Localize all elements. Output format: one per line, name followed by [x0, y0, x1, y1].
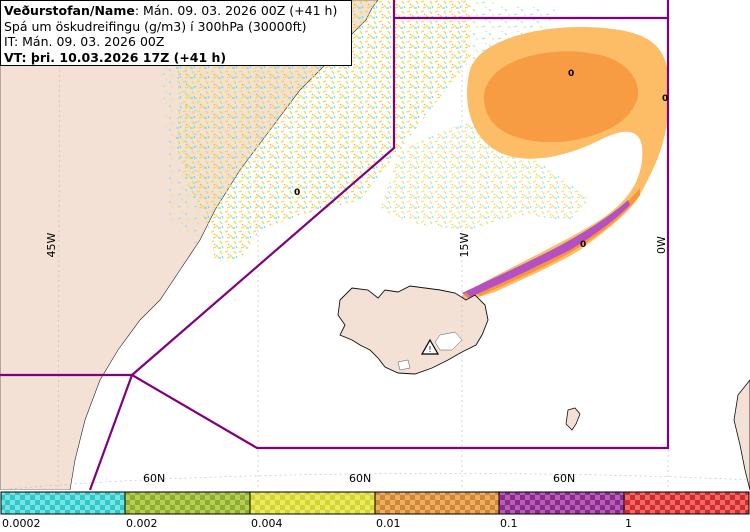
legend-swatch-5 [623, 491, 750, 515]
forecast-info-box: Veðurstofan/Name: Mán. 09. 03. 2026 00Z … [0, 0, 352, 66]
legend-tick-label: 0.1 [500, 517, 518, 530]
legend-swatch-4 [498, 491, 625, 515]
legend-tick-label: 0.0002 [2, 517, 41, 530]
latitude-label: 60N [143, 472, 165, 485]
contour-label: 0 [294, 188, 300, 198]
legend-tick-label: 1 [625, 517, 632, 530]
latitude-label: 60N [349, 472, 371, 485]
legend-swatch-2 [249, 491, 376, 515]
longitude-label-0w: 0W [655, 236, 668, 254]
legend-swatch-1 [124, 491, 251, 515]
header-line-3: IT: Mán. 09. 03. 2026 00Z [4, 34, 165, 49]
small-glacier [397, 359, 411, 371]
contour-label: 0 [580, 240, 586, 250]
legend-tick-label: 0.004 [251, 517, 283, 530]
agency-name: Veðurstofan/Name [4, 3, 135, 18]
latitude-label: 60N [553, 472, 575, 485]
volcano-warning-icon [420, 338, 440, 355]
svg-text:!: ! [428, 345, 431, 354]
contour-label: 0 [568, 69, 574, 79]
header-line-1: Veðurstofan/Name: Mán. 09. 03. 2026 00Z … [4, 3, 348, 19]
concentration-legend: 0.0002 0.002 0.004 0.01 0.1 1 [0, 491, 750, 530]
header-line-4: VT: þri. 10.03.2026 17Z (+41 h) [4, 50, 348, 66]
ash-thin-cloud-south [380, 120, 590, 230]
norway-coast [733, 379, 750, 490]
legend-swatch-3 [374, 491, 500, 515]
fir-boundaries [0, 0, 670, 490]
longitude-label-45w: 45W [45, 232, 58, 257]
vatnajokull-glacier [434, 331, 463, 351]
iceland-land [337, 285, 489, 375]
longitude-label-15w: 15W [458, 232, 471, 257]
ash-cloud-mid [483, 51, 639, 143]
legend-tick-label: 0.01 [376, 517, 401, 530]
legend-tick-label: 0.002 [126, 517, 158, 530]
legend-swatch-0 [0, 491, 126, 515]
contour-label: 0 [662, 94, 668, 104]
ash-cloud-heavy [462, 200, 630, 298]
header-line-2: Spá um öskudreifingu (g/m3) í 300hPa (30… [4, 18, 307, 34]
ash-map: ! 0 0 0 0 45W 15W 0W 60N 60N 60N [0, 0, 750, 490]
header-issue-time: : Mán. 09. 03. 2026 00Z (+41 h) [134, 3, 338, 18]
faroe-islands [565, 407, 581, 431]
valid-time: VT: þri. 10.03.2026 17Z (+41 h) [4, 49, 227, 65]
